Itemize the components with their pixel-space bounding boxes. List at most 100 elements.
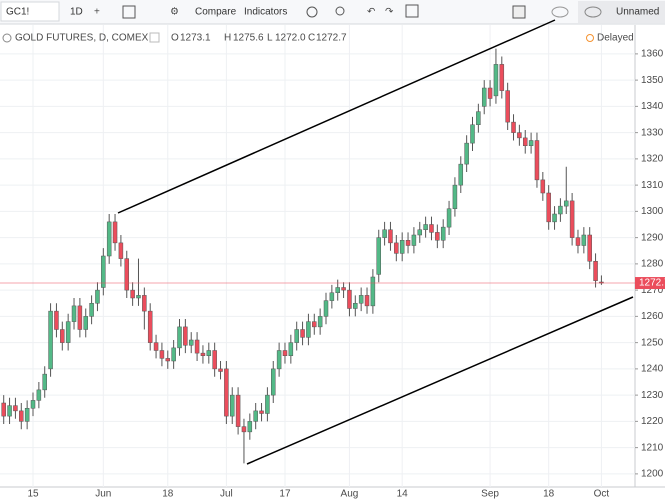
candle-body (499, 64, 505, 91)
series-title: GOLD FUTURES, D, COMEX (15, 33, 149, 44)
candle-body (446, 208, 452, 228)
candle-body (481, 87, 487, 107)
high-value: 1275.6 (233, 33, 264, 44)
candle-body (435, 232, 440, 241)
candle-body (587, 234, 592, 262)
candle-body (153, 342, 159, 351)
candle-body (464, 142, 469, 165)
candle-body (358, 295, 364, 304)
y-tick-label: 1240 (641, 364, 664, 375)
candle-body (440, 226, 446, 241)
candle-body (528, 140, 534, 146)
high-key: H (224, 33, 231, 44)
indicators-button[interactable]: Indicators (244, 7, 287, 18)
candle-body (235, 394, 241, 427)
candle-body (165, 358, 171, 362)
candle-body (306, 321, 311, 338)
candle-body (48, 310, 53, 370)
legend: GOLD FUTURES, D, COMEX O 1273.1 H 1275.6… (2, 32, 634, 44)
chart-type-icon[interactable] (122, 5, 136, 19)
candle-body (183, 326, 188, 346)
candle-body (517, 132, 522, 139)
candle-body (341, 287, 346, 291)
trend-line-upper (117, 19, 556, 214)
candle-body (458, 163, 464, 186)
compare-button[interactable]: Compare (195, 7, 237, 18)
candle-body (370, 276, 376, 307)
candle-body (522, 137, 528, 146)
candle-body (253, 410, 258, 422)
symbol-box[interactable] (0, 1, 60, 22)
candle-body (394, 242, 399, 254)
candle-body (241, 426, 247, 433)
cloud-icon[interactable] (551, 6, 569, 18)
candle-body (511, 121, 516, 133)
candle-body (364, 295, 370, 307)
interval[interactable]: 1D (70, 7, 83, 18)
close-key: C (308, 33, 315, 44)
candle-body (206, 350, 212, 356)
candle-body (159, 350, 165, 359)
symbol[interactable]: GC1! (6, 7, 29, 18)
candle-body (405, 240, 411, 246)
candle-body (312, 321, 317, 328)
y-tick-label: 1290 (641, 232, 664, 243)
candle-body (493, 64, 499, 97)
candle-body (71, 305, 77, 322)
x-tick-label: 18 (543, 489, 555, 500)
add-icon[interactable]: + (94, 7, 100, 18)
y-tick-label: 1320 (641, 154, 664, 165)
x-tick-label: 18 (162, 489, 174, 500)
y-tick-label: 1250 (641, 337, 664, 348)
delayed-status: Delayed (597, 33, 634, 44)
candle-body (271, 368, 276, 396)
candle-body (546, 192, 551, 223)
open-key: O (171, 33, 179, 44)
candle-body (212, 350, 217, 370)
x-tick-label: Jun (95, 489, 111, 500)
redo-icon[interactable]: ↷ (385, 7, 394, 18)
x-tick-label: Sep (481, 489, 499, 500)
layout-icon[interactable] (512, 5, 526, 19)
candle-body (229, 394, 235, 417)
candle-body (83, 316, 88, 330)
candle-body (142, 295, 147, 312)
candle-body (470, 124, 475, 144)
candle-body (335, 287, 340, 293)
y-tick-label: 1220 (641, 416, 664, 427)
last-price-label: 1272.7 (639, 278, 665, 289)
settings-box[interactable] (149, 32, 160, 43)
settings-icon[interactable]: ⚙ (170, 7, 179, 18)
trend-line-lower (246, 296, 634, 465)
collapse-icon[interactable] (2, 33, 12, 43)
save-box[interactable] (578, 1, 665, 23)
candle-body (429, 224, 434, 233)
open-value: 1273.1 (180, 33, 211, 44)
fullscreen-icon[interactable] (405, 4, 419, 18)
candle-body (300, 329, 305, 338)
y-tick-label: 1200 (641, 469, 664, 480)
y-tick-label: 1300 (641, 206, 664, 217)
candle-body (24, 408, 30, 422)
candle-body (13, 405, 18, 412)
y-tick-label: 1280 (641, 259, 664, 270)
candle-body (265, 394, 270, 414)
save-icon[interactable] (584, 6, 602, 18)
y-tick-label: 1310 (641, 180, 664, 191)
candle-body (95, 289, 100, 304)
candle-body (259, 410, 264, 414)
candle-body (452, 184, 458, 209)
candle-body (376, 237, 381, 275)
y-tick-label: 1350 (641, 75, 664, 86)
x-tick-label: Oct (594, 489, 610, 500)
candle-body (282, 350, 288, 356)
candle-body (399, 240, 405, 254)
x-tick-label: Jul (220, 489, 233, 500)
layout-name[interactable]: Unnamed (616, 7, 659, 18)
undo-icon[interactable]: ↶ (367, 7, 375, 18)
alert-icon[interactable] (306, 6, 318, 18)
candle-body (118, 242, 124, 259)
idea-icon[interactable] (335, 6, 345, 16)
candle-body (7, 405, 12, 417)
candle-body (564, 200, 569, 207)
